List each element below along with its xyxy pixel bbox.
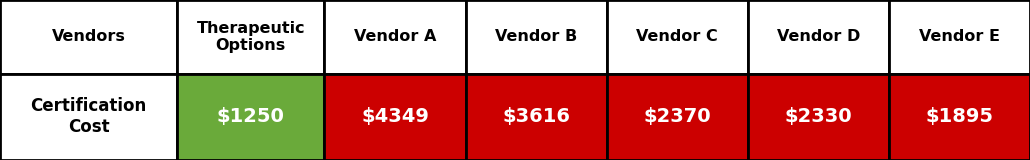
Bar xyxy=(324,0,466,74)
Bar xyxy=(607,0,748,74)
Text: Vendor E: Vendor E xyxy=(919,29,1000,44)
Text: Therapeutic
Options: Therapeutic Options xyxy=(197,21,305,53)
Text: Vendor D: Vendor D xyxy=(777,29,860,44)
Bar xyxy=(466,74,607,160)
Bar xyxy=(607,74,748,160)
Bar xyxy=(0,74,177,160)
Bar xyxy=(889,0,1030,74)
Text: Vendor A: Vendor A xyxy=(354,29,436,44)
Bar xyxy=(0,0,177,74)
Bar xyxy=(748,0,889,74)
Bar xyxy=(466,0,607,74)
Text: Vendor B: Vendor B xyxy=(495,29,577,44)
Text: $2330: $2330 xyxy=(785,107,852,126)
Text: $3616: $3616 xyxy=(502,107,571,126)
Bar xyxy=(748,74,889,160)
Text: $2370: $2370 xyxy=(644,107,711,126)
Bar xyxy=(177,0,324,74)
Text: Vendor C: Vendor C xyxy=(637,29,718,44)
Text: $1250: $1250 xyxy=(217,107,284,126)
Bar xyxy=(889,74,1030,160)
Bar xyxy=(324,74,466,160)
Text: Vendors: Vendors xyxy=(52,29,126,44)
Text: $1895: $1895 xyxy=(925,107,994,126)
Text: $4349: $4349 xyxy=(362,107,428,126)
Text: Certification
Cost: Certification Cost xyxy=(31,97,146,136)
Bar xyxy=(177,74,324,160)
